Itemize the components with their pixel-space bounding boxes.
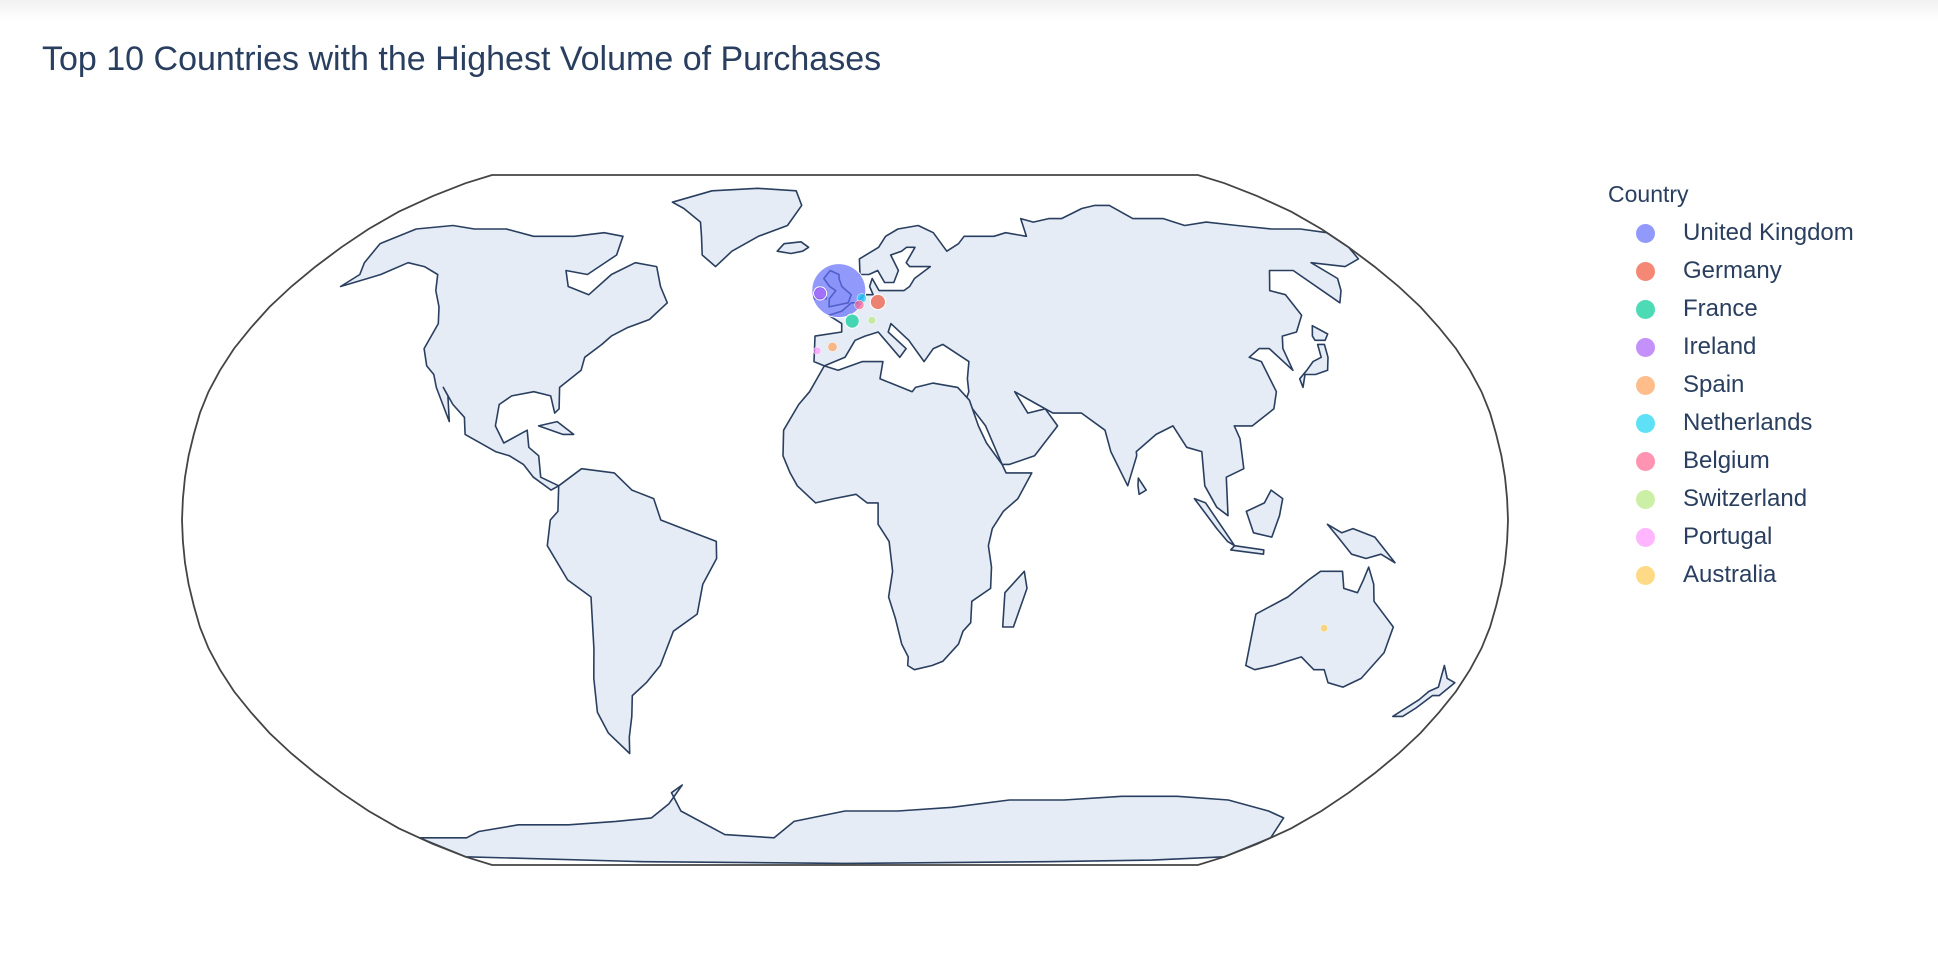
legend-marker-icon [1636, 413, 1655, 433]
marker-united-kingdom[interactable] [811, 263, 867, 319]
legend-marker-icon [1636, 299, 1655, 319]
north-america-landmass [339, 224, 669, 491]
legend: Country United Kingdom Germany France Irela… [1608, 181, 1854, 594]
legend-marker-icon [1636, 223, 1655, 243]
legend-marker-icon [1636, 527, 1655, 547]
top-bar [0, 0, 1938, 22]
legend-label: Spain [1683, 371, 1745, 398]
legend-item-switzerland[interactable]: Switzerland [1608, 480, 1854, 518]
legend-item-germany[interactable]: Germany [1608, 252, 1854, 290]
legend-marker-icon [1636, 375, 1655, 395]
legend-marker-icon [1636, 451, 1655, 471]
marker-france[interactable] [844, 313, 860, 329]
legend-label: Belgium [1683, 447, 1770, 474]
south-america-landmass [546, 467, 718, 755]
legend-title: Country [1608, 181, 1689, 207]
sri-lanka-landmass [1137, 477, 1147, 496]
new-guinea-landmass [1326, 523, 1396, 564]
marker-switzerland[interactable] [867, 316, 876, 325]
cuba-landmass [537, 420, 575, 436]
legend-item-ireland[interactable]: Ireland [1608, 328, 1854, 366]
java-landmass [1229, 544, 1265, 555]
legend-item-portugal[interactable]: Portugal [1608, 518, 1854, 556]
australia-landmass [1245, 566, 1395, 688]
legend-label: Switzerland [1683, 485, 1808, 512]
legend-label: Ireland [1683, 333, 1757, 360]
legend-item-australia[interactable]: Australia [1608, 556, 1854, 594]
antarctica-landmass [418, 784, 1285, 865]
marker-australia[interactable] [1320, 624, 1329, 633]
marker-ireland[interactable] [813, 286, 828, 301]
map-frame [181, 174, 1509, 866]
legend-marker-icon [1636, 565, 1655, 585]
africa-landmass [782, 360, 1033, 671]
legend-marker-icon [1636, 261, 1655, 281]
legend-item-france[interactable]: France [1608, 290, 1854, 328]
land-layer [339, 187, 1456, 865]
marker-portugal[interactable] [813, 346, 822, 355]
new-zealand-landmass [1392, 664, 1456, 718]
legend-marker-icon [1636, 337, 1655, 357]
legend-label: Netherlands [1683, 409, 1813, 436]
legend-item-netherlands[interactable]: Netherlands [1608, 404, 1854, 442]
legend-label: France [1683, 295, 1758, 322]
legend-item-spain[interactable]: Spain [1608, 366, 1854, 404]
marker-spain[interactable] [827, 341, 838, 352]
sumatra-landmass [1193, 497, 1236, 547]
legend-items: United Kingdom Germany France Ireland Spain N… [1608, 214, 1854, 594]
eurasia-landmass [813, 204, 1360, 517]
legend-label: Australia [1683, 561, 1777, 588]
chart-title: Top 10 Countries with the Highest Volume… [42, 40, 882, 78]
japan-landmass [1298, 343, 1329, 389]
markers-layer [811, 263, 1329, 633]
hokkaido-landmass [1311, 324, 1329, 342]
legend-label: Germany [1683, 257, 1782, 284]
madagascar-landmass [1001, 570, 1028, 628]
legend-label: United Kingdom [1683, 219, 1854, 246]
marker-belgium[interactable] [854, 299, 865, 310]
iceland-landmass [776, 241, 810, 255]
marker-germany[interactable] [869, 293, 887, 311]
legend-label: Portugal [1683, 523, 1773, 550]
legend-marker-icon [1636, 489, 1655, 509]
greenland-landmass [671, 187, 803, 268]
borneo-landmass [1245, 489, 1284, 538]
legend-item-united-kingdom[interactable]: United Kingdom [1608, 214, 1854, 252]
legend-item-belgium[interactable]: Belgium [1608, 442, 1854, 480]
